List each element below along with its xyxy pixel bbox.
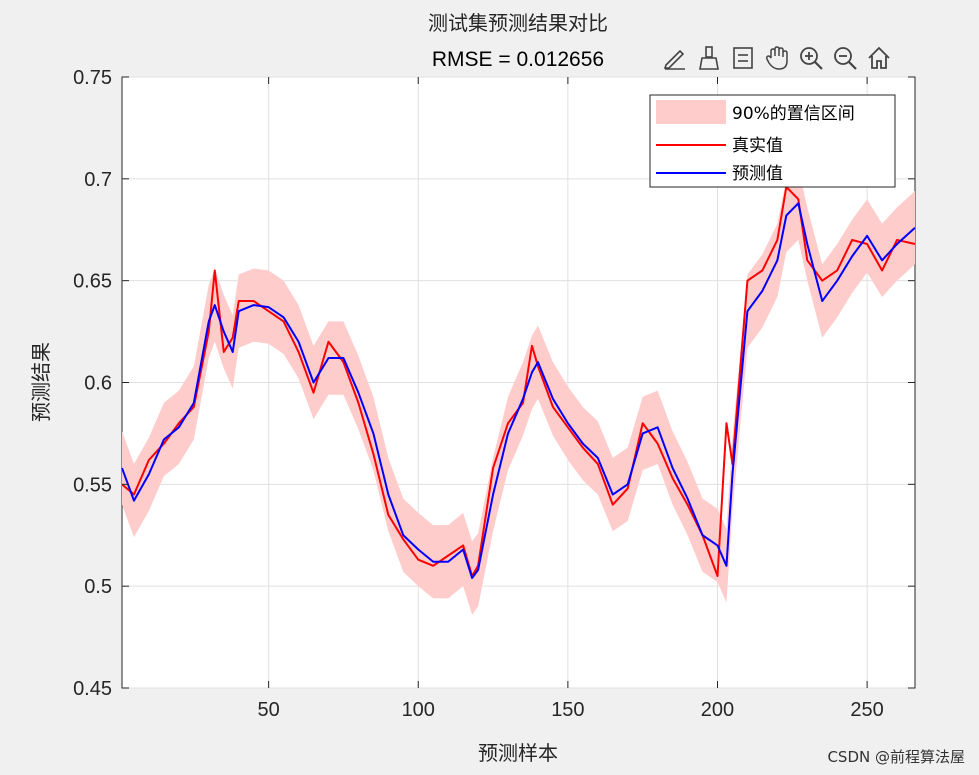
x-tick-label: 250	[850, 699, 883, 721]
actual-series-line	[121, 185, 916, 577]
y-tick-label: 0.75	[73, 67, 112, 89]
datatip-icon	[733, 47, 753, 69]
home-button[interactable]	[864, 43, 894, 73]
x-tick-label: 200	[701, 699, 734, 721]
line-layer	[121, 185, 916, 580]
y-tick-label: 0.6	[84, 373, 112, 395]
brush-icon	[699, 46, 719, 70]
legend-label-band: 90%的置信区间	[732, 104, 855, 124]
legend-label-predicted: 预测值	[732, 164, 783, 184]
edit-plot-button[interactable]	[660, 43, 690, 73]
edit-plot-icon	[663, 49, 685, 70]
datatip-button[interactable]	[728, 43, 758, 73]
predicted-series-line	[121, 202, 916, 580]
y-tick-label: 0.65	[73, 271, 112, 293]
zoom-in-icon	[800, 47, 823, 70]
y-axis-label: 预测结果	[29, 342, 53, 422]
axes-toolbar	[660, 40, 894, 76]
zoom-in-button[interactable]	[796, 43, 826, 73]
x-axis-label: 预测样本	[478, 741, 558, 765]
y-tick-label: 0.45	[73, 678, 112, 700]
pan-button[interactable]	[762, 43, 792, 73]
confidence-band	[122, 166, 915, 615]
chart-subtitle: RMSE = 0.012656	[432, 48, 604, 71]
x-tick-label: 150	[551, 699, 584, 721]
x-tick-label: 50	[258, 699, 280, 721]
legend-label-actual: 真实值	[732, 136, 783, 156]
confidence-band-layer	[122, 166, 915, 615]
home-icon	[868, 46, 890, 69]
y-tick-label: 0.55	[73, 474, 112, 496]
x-tick-label: 100	[402, 699, 435, 721]
chart-title: 测试集预测结果对比	[428, 11, 608, 35]
legend: 90%的置信区间 真实值 预测值	[649, 94, 896, 188]
brush-button[interactable]	[694, 43, 724, 73]
y-tick-label: 0.5	[84, 576, 112, 598]
ticks: 50 100 150 200 250 0.45 0.5 0.55 0.6 0.65 0.7 0.75	[73, 67, 915, 721]
zoom-out-button[interactable]	[830, 43, 860, 73]
pan-hand-icon	[765, 46, 788, 70]
watermark: CSDN @前程算法屋	[827, 748, 965, 766]
zoom-out-icon	[834, 47, 857, 70]
y-tick-label: 0.7	[84, 169, 112, 191]
legend-swatch-band	[656, 100, 726, 124]
